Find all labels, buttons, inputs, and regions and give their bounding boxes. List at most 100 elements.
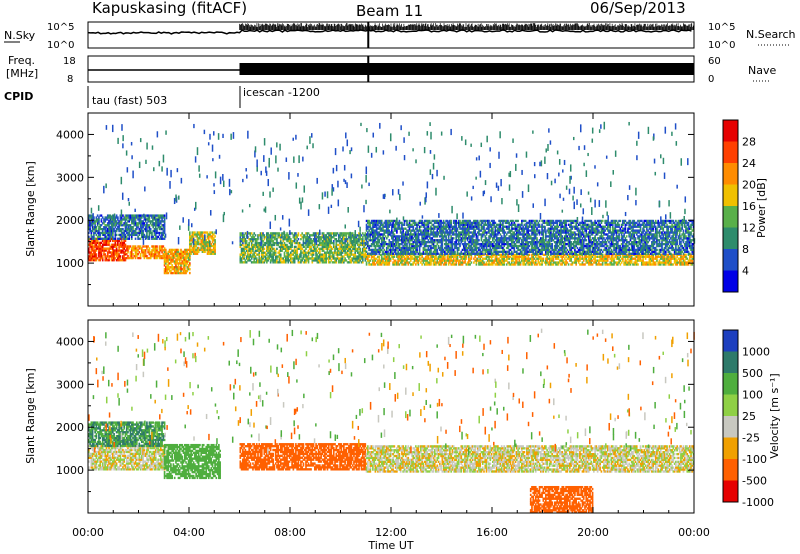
heatmap-cell [103,226,105,229]
heatmap-cell [274,261,277,264]
heatmap-cell [162,231,165,235]
heatmap-cell [115,253,118,256]
heatmap-cell [90,216,93,219]
heatmap-cell [158,227,161,231]
heatmap-cell [105,243,108,246]
heatmap-cell [382,237,384,240]
heatmap-cell [106,255,109,258]
heatmap-cell [104,216,107,219]
heatmap-cell [104,220,107,223]
heatmap-cell [340,251,343,254]
heatmap-cell [119,214,122,217]
heatmap-cell [382,239,384,242]
heatmap-cell [348,255,350,258]
heatmap-cell [302,253,305,256]
heatmap-cell [258,247,261,251]
heatmap-cell [377,231,379,234]
heatmap-cell [148,233,151,237]
heatmap-cell [312,253,315,256]
heatmap-cell [361,255,364,258]
heatmap-cell [148,247,151,250]
heatmap-cell [305,257,307,260]
heatmap-cell [175,266,177,269]
heatmap-cell [115,233,118,237]
heatmap-cell [646,261,648,264]
heatmap-cell [422,221,425,225]
heatmap-cell [514,261,517,264]
heatmap-cell [114,237,117,240]
heatmap-cell [176,248,179,252]
heatmap-cell [252,247,254,251]
heatmap-cell [353,245,355,249]
heatmap-cell [590,261,593,264]
heatmap-cell [378,241,381,244]
heatmap-cell [312,259,315,262]
heatmap-cell [157,235,160,238]
heatmap-cell [153,254,156,258]
heatmap-cell [385,248,388,252]
heatmap-cell [101,259,104,262]
heatmap-cell [124,251,127,254]
heatmap-cell [278,261,281,264]
heatmap-cell [105,231,108,235]
heatmap-cell [388,233,391,236]
heatmap-cell [262,261,264,264]
heatmap-cell [661,257,663,260]
heatmap-cell [154,227,157,231]
heatmap-cell [437,257,440,260]
heatmap-cell [283,259,286,262]
heatmap-cell [503,259,506,262]
heatmap-cell [106,214,109,217]
heatmap-cell [90,253,93,256]
heatmap-cell [522,263,524,266]
heatmap-cell [681,257,684,260]
heatmap-cell [633,263,636,266]
heatmap-cell [521,255,523,258]
heatmap-cell [153,224,156,227]
heatmap-cell [417,241,420,244]
heatmap-cell [527,259,530,262]
heatmap-cell [603,257,605,260]
heatmap-cell [124,257,127,260]
heatmap-cell [601,263,604,266]
heatmap-cell [100,257,103,260]
heatmap-cell [681,261,684,264]
heatmap-cell [560,255,562,258]
heatmap-cell [396,229,398,232]
heatmap-cell [485,263,488,266]
heatmap-cell [468,255,470,258]
heatmap-cell [316,249,319,252]
heatmap-cell [412,244,415,248]
heatmap-cell [483,261,485,264]
heatmap-cell [455,259,458,262]
heatmap-cell [295,249,297,252]
heatmap-cell [106,229,109,233]
heatmap-cell [287,257,290,260]
heatmap-cell [152,235,155,238]
heatmap-cell [149,251,152,254]
heatmap-cell [332,255,335,258]
heatmap-cell [242,257,244,260]
heatmap-cell [170,271,172,275]
heatmap-cell [566,261,569,264]
heatmap-cell [196,248,199,252]
heatmap-cell [108,233,110,237]
heatmap-cell [142,231,144,235]
heatmap-cell [123,251,126,254]
heatmap-cell [312,251,315,254]
heatmap-cell [411,233,413,236]
heatmap-cell [397,237,399,240]
heatmap-cell [163,227,166,231]
heatmap-cell [364,251,367,254]
heatmap-cell [451,263,454,266]
heatmap-cell [320,243,322,247]
heatmap-cell [412,241,415,244]
heatmap-cell [138,218,141,221]
heatmap-cell [450,257,452,260]
heatmap-cell [96,245,99,248]
heatmap-cell [287,247,290,251]
heatmap-cell [490,263,493,266]
heatmap-cell [460,263,463,266]
heatmap-cell [529,263,532,266]
heatmap-cell [325,251,328,254]
